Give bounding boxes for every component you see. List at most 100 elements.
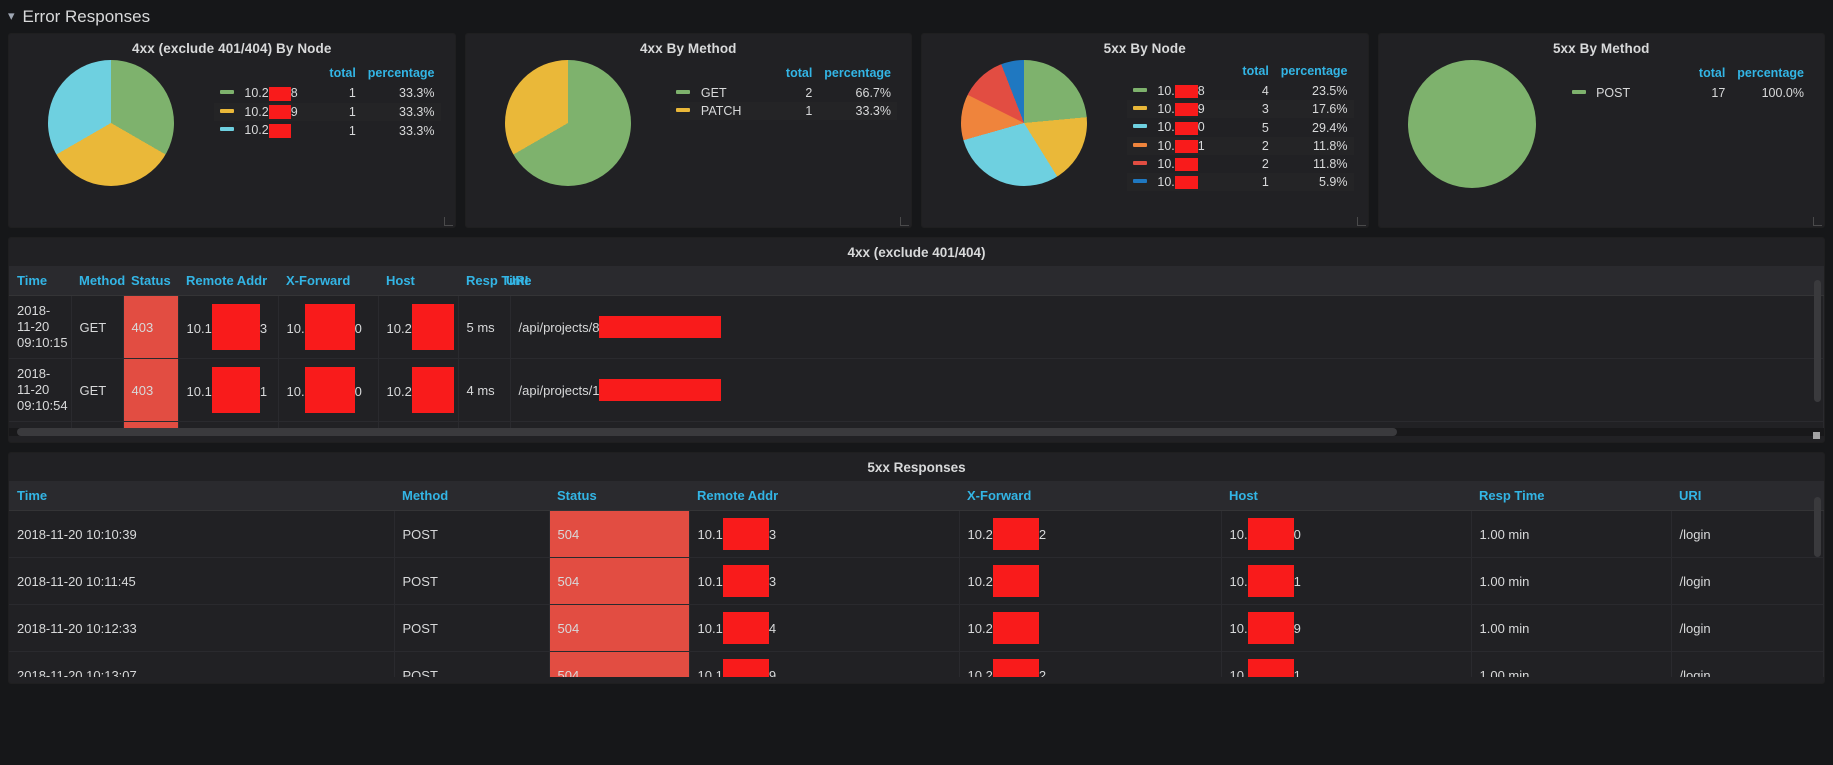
table-row[interactable]: 2018-11-20 10:11:45 POST 504 10.1 3 10.2 10. 1 1… — [9, 557, 1824, 605]
redaction-box — [268, 105, 291, 120]
legend-color-swatch — [1132, 160, 1147, 165]
panel-5xx-by-node[interactable]: 5xx By Node total percentage — [921, 33, 1369, 228]
panel-title[interactable]: 5xx By Method — [1552, 41, 1650, 56]
panel-5xx-by-method[interactable]: 5xx By Method total percentage — [1377, 33, 1825, 228]
panel-4xx-by-method[interactable]: 4xx By Method total percentage — [464, 33, 912, 228]
col-x-forward[interactable]: X-Forward — [959, 481, 1221, 511]
col-resp-time[interactable]: Resp Time URI — [458, 266, 532, 296]
panel-4xx-table[interactable]: 4xx (exclude 401/404) Time Method Status… — [8, 237, 1825, 443]
panel-resize-handle[interactable] — [1356, 217, 1366, 226]
legend-row[interactable]: PATCH 1 33.3% — [670, 102, 897, 120]
legend-row[interactable]: POST 17 100.0% — [1566, 84, 1810, 102]
cell-host: 10. 0 — [1221, 510, 1472, 558]
table-row[interactable]: 2018-11-20 10:10:39 POST 504 10.1 3 10.2 2 10. 0… — [9, 510, 1824, 558]
panel-title[interactable]: 4xx By Method — [639, 41, 737, 56]
legend-col-total[interactable]: total — [329, 66, 356, 80]
legend-series-name[interactable]: GET — [670, 84, 779, 102]
table-row[interactable]: 2018-11-20 09:10:15 GET 403 10.1 3 10. 0 1… — [9, 295, 1824, 359]
legend-row[interactable]: 10. 1 5.9% — [1126, 173, 1354, 192]
legend-series-name[interactable]: 10.2 — [214, 121, 323, 140]
ip-prefix: 10.2 — [967, 574, 993, 589]
panel-5xx-table[interactable]: 5xx Responses Time Method Status Remote … — [8, 452, 1825, 684]
legend-row[interactable]: 10. 0 5 29.4% — [1127, 118, 1354, 136]
legend-series-name[interactable]: PATCH — [670, 102, 780, 120]
legend-series-name[interactable]: 10. 8 — [1127, 82, 1236, 100]
table-vertical-scrollbar[interactable] — [1814, 280, 1821, 402]
chevron-down-icon[interactable]: ▾ — [8, 8, 15, 23]
panel-4xx-by-node[interactable]: 4xx (exclude 401/404) By Node total perc… — [8, 33, 456, 228]
legend-label: PATCH — [700, 104, 742, 118]
panel-title[interactable]: 5xx By Node — [1103, 41, 1186, 56]
legend-label-tail: 8 — [1197, 84, 1205, 98]
legend-col-total[interactable]: total — [1242, 64, 1269, 78]
table-row[interactable]: 2018-11-20 10:12:33 POST 504 10.1 4 10.2 10. 9 1… — [9, 604, 1824, 652]
redaction-box — [1247, 612, 1294, 644]
panel-resize-handle[interactable] — [1813, 432, 1820, 439]
legend-col-percentage[interactable]: percentage — [367, 66, 435, 80]
ip-prefix: 10.1 — [697, 527, 723, 542]
legend-series-name[interactable]: 10.2 8 — [214, 84, 323, 103]
col-host[interactable]: Host — [1221, 481, 1471, 511]
col-time[interactable]: Time — [9, 481, 394, 511]
col-remote-addr[interactable]: Remote Addr — [178, 266, 278, 296]
legend-series-name[interactable]: 10. — [1127, 155, 1236, 173]
redaction-box — [992, 659, 1039, 677]
legend-row[interactable]: 10. 2 11.8% — [1127, 155, 1354, 173]
legend-percentage: 5.9% — [1274, 173, 1354, 192]
col-status[interactable]: Status — [123, 266, 178, 296]
col-time[interactable]: Time — [9, 266, 71, 296]
col-method[interactable]: Method — [394, 481, 549, 511]
cell-x-forward: 10.2 2 — [959, 510, 1222, 558]
col-resp-time[interactable]: Resp Time — [1471, 481, 1671, 511]
legend-col-total[interactable]: total — [785, 66, 813, 80]
col-remote-addr[interactable]: Remote Addr — [689, 481, 959, 511]
legend-series-name[interactable]: 10. 1 — [1126, 136, 1237, 155]
legend-row[interactable]: GET 2 66.7% — [670, 84, 897, 102]
table-row[interactable]: 2018-11-20 10:13:07 POST 504 10.1 9 10.2 2 10. 1… — [9, 651, 1824, 677]
cell-method: GET — [71, 295, 124, 359]
legend-col-percentage[interactable]: percentage — [1737, 66, 1804, 80]
col-x-forward[interactable]: X-Forward — [278, 266, 378, 296]
col-host[interactable]: Host — [378, 266, 458, 296]
panel-resize-handle[interactable] — [443, 217, 453, 226]
dashboard-row-header[interactable]: ▾ Error Responses — [0, 0, 1833, 33]
cell-time: 2018-11-20 10:13:07 — [9, 651, 395, 677]
legend-series-name[interactable]: 10.2 9 — [213, 102, 324, 122]
legend-total: 3 — [1236, 100, 1275, 119]
col-status[interactable]: Status — [549, 481, 689, 511]
legend-row[interactable]: 10.2 9 1 33.3% — [213, 102, 441, 122]
legend-total: 2 — [1236, 136, 1275, 155]
legend-series-name[interactable]: 10. 9 — [1126, 100, 1237, 119]
panel-title[interactable]: 4xx (exclude 401/404) — [847, 245, 986, 260]
legend-color-swatch — [219, 108, 234, 113]
legend-col-total[interactable]: total — [1698, 66, 1726, 80]
col-uri[interactable]: URI — [1671, 481, 1824, 511]
col-method[interactable]: Method — [71, 266, 125, 296]
legend-col-percentage[interactable]: percentage — [824, 66, 891, 80]
legend-col-percentage[interactable]: percentage — [1280, 64, 1348, 78]
legend-series-name[interactable]: 10. — [1126, 173, 1237, 192]
legend-row[interactable]: 10.2 1 33.3% — [214, 121, 441, 140]
legend-label: POST — [1596, 86, 1631, 100]
legend-row[interactable]: 10. 8 4 23.5% — [1127, 82, 1354, 100]
panel-resize-handle[interactable] — [900, 217, 909, 226]
panel-title[interactable]: 5xx Responses — [867, 460, 966, 475]
ip-suffix: 1 — [1293, 668, 1301, 677]
legend-series-name[interactable]: 10. 0 — [1127, 118, 1236, 136]
legend-col-series — [1566, 66, 1693, 84]
legend-series-name[interactable]: POST — [1566, 84, 1693, 102]
legend-percentage: 33.3% — [361, 102, 441, 122]
panel-title[interactable]: 4xx (exclude 401/404) By Node — [131, 41, 332, 56]
table-vertical-scrollbar[interactable] — [1814, 497, 1821, 557]
table-horizontal-scrollbar[interactable] — [17, 428, 1397, 436]
legend-row[interactable]: 10. 9 3 17.6% — [1126, 100, 1354, 119]
legend-row[interactable]: 10.2 8 1 33.3% — [214, 84, 441, 103]
legend-percentage: 23.5% — [1312, 84, 1348, 99]
cell-host: 10.2 — [378, 295, 459, 359]
legend-4xx-by-method: total percentage GET 2 66.7% — [670, 56, 911, 120]
table-row[interactable]: 2018-11-20 09:10:54 GET 403 10.1 1 10. 0 1… — [9, 358, 1824, 422]
ip-prefix: 10.2 — [967, 668, 993, 677]
legend-total: 1 — [1236, 173, 1275, 192]
legend-row[interactable]: 10. 1 2 11.8% — [1126, 136, 1354, 155]
panel-resize-handle[interactable] — [1813, 217, 1822, 226]
